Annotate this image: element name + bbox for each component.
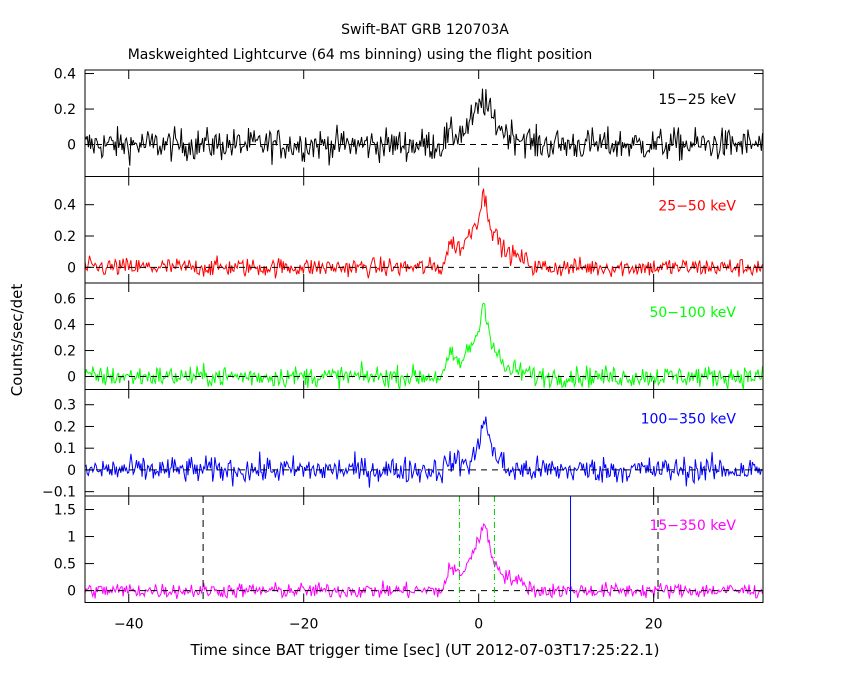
y-tick-label: 0.4 [54, 67, 76, 83]
x-tick-label: 0 [474, 617, 483, 633]
series-line-0 [85, 88, 763, 166]
panel-4: 0 0.5 1 1.5 15−350 keV −40 −20 0 20 [54, 495, 764, 633]
y-tick-label: 0 [67, 584, 76, 600]
y-tick-label: 0.3 [54, 398, 76, 414]
y-tick-label: 0.2 [54, 102, 76, 118]
panel-1: 0 0.2 0.4 25−50 keV [54, 176, 764, 284]
x-tick-label: −40 [114, 617, 144, 633]
x-tick-label: 20 [645, 617, 663, 633]
y-tick-label: 0 [67, 138, 76, 154]
band-label-1: 25−50 keV [658, 199, 736, 215]
band-label-0: 15−25 keV [658, 92, 736, 108]
chart-title: Swift-BAT GRB 120703A [341, 22, 509, 38]
band-label-3: 100−350 keV [641, 412, 737, 428]
y-tick-label: 0.2 [54, 419, 76, 435]
y-tick-label: −0.1 [42, 485, 76, 501]
chart-subtitle: Maskweighted Lightcurve (64 ms binning) … [128, 47, 593, 63]
y-tick-label: 0.4 [54, 318, 76, 334]
y-tick-label: 0 [67, 260, 76, 276]
series-line-4 [85, 523, 763, 600]
panel-frame-3 [84, 389, 764, 497]
x-tick-label: −20 [289, 617, 319, 633]
y-tick-label: 0.1 [54, 441, 76, 457]
panel-frame-2 [84, 282, 764, 390]
y-tick-label: 0 [67, 463, 76, 479]
y-tick-label: 0.2 [54, 344, 76, 360]
y-tick-label: 1.5 [54, 503, 76, 519]
y-tick-label: 0.5 [54, 557, 76, 573]
series-line-2 [85, 302, 763, 390]
band-label-2: 50−100 keV [649, 305, 736, 321]
y-axis-label: Counts/sec/det [8, 284, 26, 397]
series-line-3 [85, 416, 763, 488]
panel-2: 0 0.2 0.4 0.6 50−100 keV [54, 282, 764, 390]
series-line-1 [85, 188, 763, 279]
y-tick-label: 0.6 [54, 292, 76, 308]
panel-frame-4 [84, 495, 764, 603]
panel-3: −0.1 0 0.1 0.2 0.3 100−350 keV [42, 389, 764, 501]
band-label-4: 15−350 keV [649, 518, 736, 534]
x-axis-label: Time since BAT trigger time [sec] (UT 20… [190, 641, 660, 659]
y-tick-label: 0.4 [54, 198, 76, 214]
y-tick-label: 0 [67, 370, 76, 386]
y-tick-label: 0.2 [54, 229, 76, 245]
y-tick-label: 1 [67, 530, 76, 546]
panel-0: 0 0.2 0.4 15−25 keV [54, 67, 764, 177]
